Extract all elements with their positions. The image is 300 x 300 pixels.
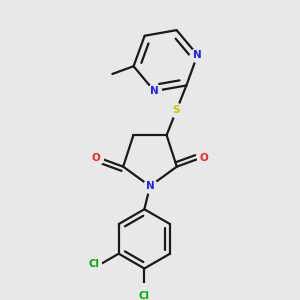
Text: N: N bbox=[150, 86, 159, 96]
Text: N: N bbox=[193, 50, 202, 60]
Text: O: O bbox=[92, 153, 100, 163]
Text: Cl: Cl bbox=[139, 291, 150, 300]
Text: N: N bbox=[146, 181, 154, 191]
Text: O: O bbox=[200, 153, 208, 163]
Text: Cl: Cl bbox=[88, 259, 100, 269]
Text: S: S bbox=[173, 105, 180, 115]
